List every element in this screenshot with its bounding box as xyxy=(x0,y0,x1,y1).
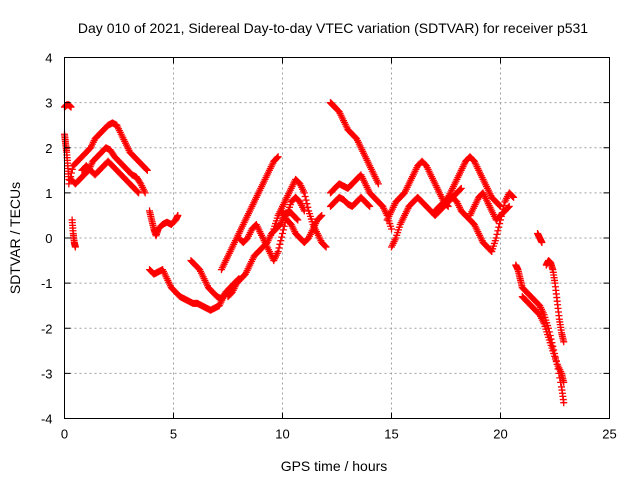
y-tick-label: -4 xyxy=(41,412,53,427)
data-points xyxy=(61,99,568,407)
data-point xyxy=(560,338,568,346)
y-tick-label: -1 xyxy=(41,276,53,291)
y-tick-label: 0 xyxy=(45,231,52,246)
data-point xyxy=(302,196,310,204)
data-point xyxy=(504,203,512,211)
y-tick-label: -2 xyxy=(41,321,53,336)
data-point xyxy=(509,192,517,200)
data-point xyxy=(71,243,79,251)
y-tick-label: 3 xyxy=(45,96,52,111)
y-tick-label: 2 xyxy=(45,141,52,156)
data-point xyxy=(456,185,464,193)
data-point xyxy=(67,169,75,177)
data-point xyxy=(388,225,395,233)
data-point xyxy=(493,230,501,238)
data-point xyxy=(492,234,500,242)
x-axis-label: GPS time / hours xyxy=(281,458,388,474)
data-point xyxy=(65,180,73,188)
chart-title: Day 010 of 2021, Sidereal Day-to-day VTE… xyxy=(78,20,588,36)
data-point xyxy=(495,223,503,231)
data-point xyxy=(274,248,282,256)
data-point xyxy=(374,180,382,188)
data-point xyxy=(275,244,283,252)
grid xyxy=(64,57,610,419)
data-point xyxy=(365,202,373,210)
data-point xyxy=(496,220,504,228)
data-point xyxy=(135,189,143,197)
x-tick-label: 15 xyxy=(384,427,398,442)
data-point xyxy=(303,200,311,208)
data-point xyxy=(277,237,285,245)
data-point xyxy=(317,212,325,220)
data-point xyxy=(174,211,182,219)
data-point xyxy=(142,165,150,173)
data-point xyxy=(560,399,568,407)
data-point xyxy=(276,240,284,248)
x-tick-label: 10 xyxy=(275,427,289,442)
y-tick-label: 4 xyxy=(45,51,52,66)
data-point xyxy=(279,229,286,237)
data-point xyxy=(279,226,287,234)
y-tick-label: -3 xyxy=(41,366,53,381)
data-point xyxy=(560,378,568,386)
x-tick-label: 20 xyxy=(493,427,507,442)
data-point xyxy=(143,166,151,174)
data-point xyxy=(278,233,286,241)
data-point xyxy=(494,227,502,235)
data-point xyxy=(318,211,326,219)
x-tick-label: 5 xyxy=(170,427,177,442)
y-tick-label: 1 xyxy=(45,186,52,201)
y-axis-label: SDTVAR / TECUs xyxy=(7,182,23,294)
data-point xyxy=(505,202,513,210)
data-point xyxy=(321,242,329,250)
x-tick-label: 25 xyxy=(602,427,616,442)
data-point xyxy=(510,193,518,201)
data-point xyxy=(293,215,301,223)
data-point xyxy=(294,216,302,224)
data-point xyxy=(322,243,330,251)
data-point xyxy=(134,188,142,196)
data-point xyxy=(141,189,149,197)
data-point xyxy=(273,154,281,162)
data-point xyxy=(68,165,76,173)
data-point xyxy=(538,239,546,247)
x-tick-label: 0 xyxy=(61,427,68,442)
data-point xyxy=(300,189,308,197)
data-point xyxy=(457,184,465,192)
data-point xyxy=(274,153,282,161)
data-point xyxy=(304,203,312,211)
data-point xyxy=(366,202,374,210)
data-point xyxy=(301,192,309,200)
data-point xyxy=(67,103,75,111)
axis-ticks: 0 5 10 15 20 25 -4 -3 -2 -1 0 1 2 3 4 xyxy=(41,51,617,442)
data-point xyxy=(280,222,288,230)
